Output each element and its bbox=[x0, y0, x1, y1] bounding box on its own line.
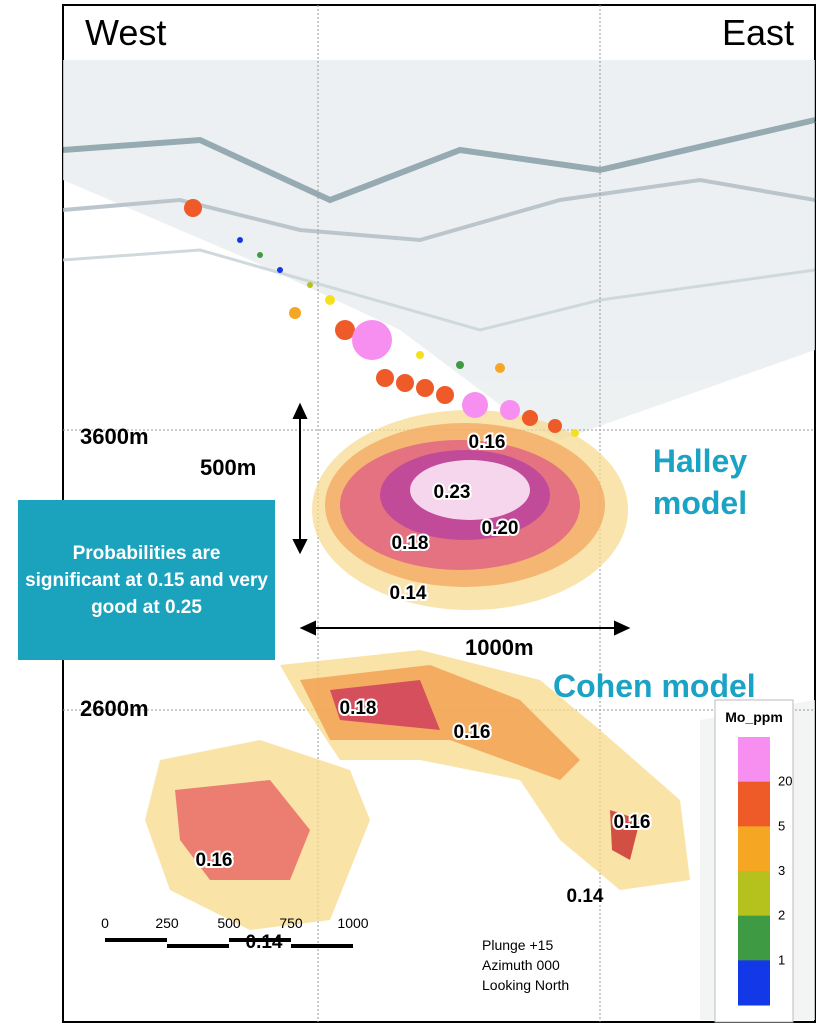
probability-label: 0.23 bbox=[434, 482, 471, 503]
dimension-label: 500m bbox=[200, 455, 256, 480]
legend-swatch bbox=[738, 826, 770, 872]
scale-label: 500 bbox=[217, 915, 241, 931]
probability-label: 0.18 bbox=[340, 698, 377, 719]
scale-segment bbox=[167, 944, 229, 948]
legend-label: 2 bbox=[778, 908, 785, 923]
legend-label: 20 bbox=[778, 774, 792, 789]
legend-swatch bbox=[738, 960, 770, 1006]
probability-labels: 0.16 0.23 0.20 0.18 0.14 0.18 0.16 0.16 0.16 0.14… bbox=[194, 430, 653, 955]
scale-segment bbox=[291, 944, 353, 948]
legend-title: Mo_ppm bbox=[725, 709, 783, 725]
legend-swatch bbox=[738, 781, 770, 827]
model-label: Halley model bbox=[652, 443, 748, 521]
probability-label: 0.16 bbox=[454, 722, 491, 743]
probability-label: 0.14 bbox=[246, 932, 283, 953]
legend: 20 5 3 2 1 bbox=[738, 737, 792, 1006]
scale-label: 0 bbox=[101, 915, 109, 931]
scale-label: 1000 bbox=[337, 915, 368, 931]
scale-label: 750 bbox=[279, 915, 303, 931]
legend-swatch bbox=[738, 871, 770, 917]
legend-swatch bbox=[738, 915, 770, 961]
probability-label: 0.20 bbox=[482, 518, 519, 539]
east-label: East bbox=[722, 12, 794, 53]
elevation-label: 2600m bbox=[80, 696, 149, 721]
view-info: Looking North bbox=[482, 977, 569, 993]
probability-label: 0.18 bbox=[392, 533, 429, 554]
callout: Probabilities are significant at 0.15 an… bbox=[18, 500, 275, 660]
probability-label: 0.16 bbox=[196, 850, 233, 871]
view-info: Plunge +15 bbox=[482, 937, 553, 953]
dimension-arrows bbox=[292, 402, 631, 636]
scale-segment bbox=[229, 938, 291, 942]
legend-label: 3 bbox=[778, 863, 785, 878]
probability-label: 0.14 bbox=[567, 886, 604, 907]
view-info: Azimuth 000 bbox=[482, 957, 560, 973]
cohen-shell bbox=[145, 650, 690, 930]
legend-label: 5 bbox=[778, 818, 785, 833]
probability-label: 0.14 bbox=[390, 583, 427, 604]
scale-label: 250 bbox=[155, 915, 179, 931]
halley-shell bbox=[312, 410, 628, 610]
scale-bar: 0 250 500 750 1000 bbox=[101, 915, 369, 948]
dimension-label: 1000m bbox=[465, 635, 534, 660]
scale-segment bbox=[105, 938, 167, 942]
west-label: West bbox=[85, 12, 166, 53]
legend-label: 1 bbox=[778, 952, 785, 967]
model-label: Cohen model bbox=[553, 668, 756, 704]
legend-swatch bbox=[738, 737, 770, 783]
probability-label: 0.16 bbox=[469, 432, 506, 453]
drill-samples bbox=[184, 199, 579, 437]
probability-label: 0.16 bbox=[614, 812, 651, 833]
elevation-label: 3600m bbox=[80, 424, 149, 449]
